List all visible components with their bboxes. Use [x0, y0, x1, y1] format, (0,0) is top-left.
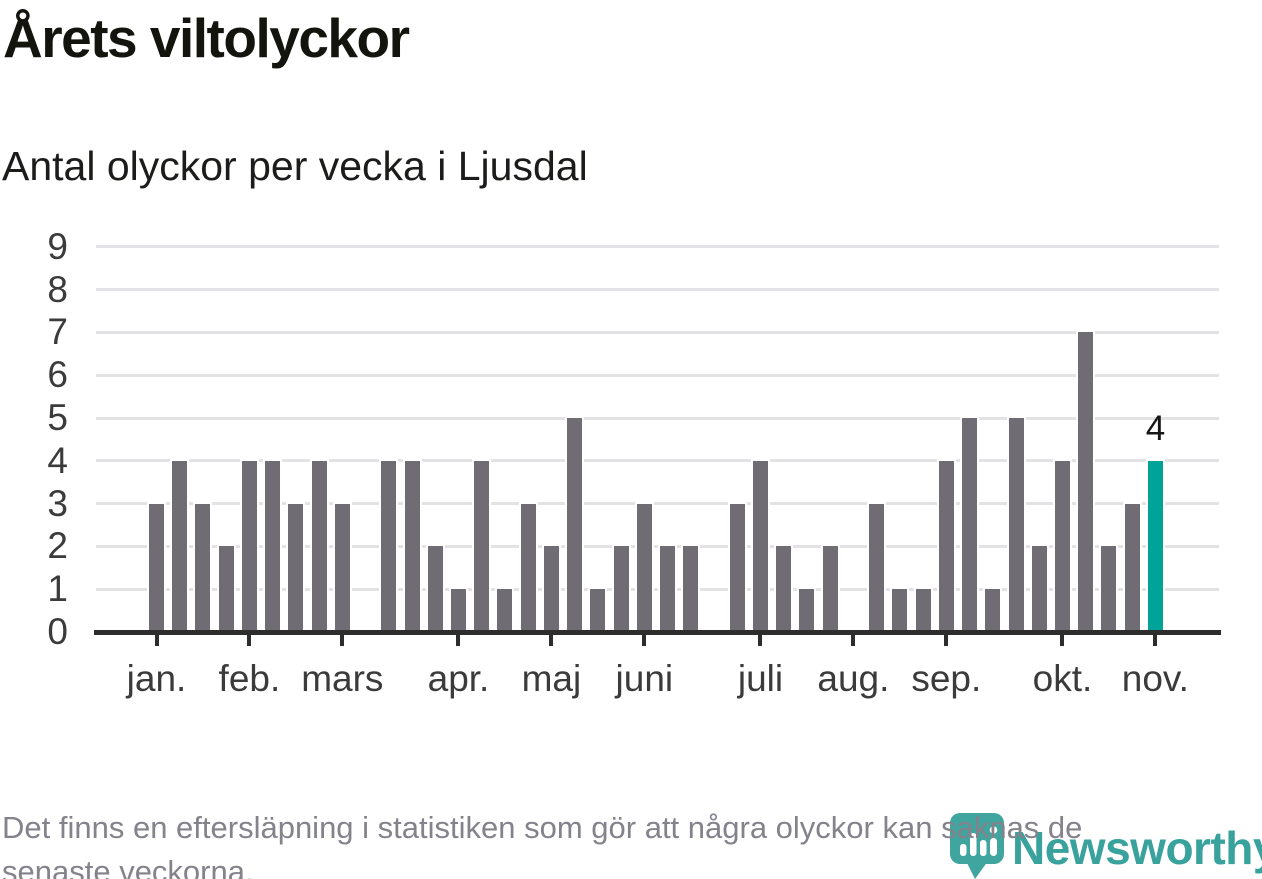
bar-week-27	[750, 458, 770, 632]
gridline-y3	[96, 502, 1219, 506]
bar-week-29	[797, 587, 817, 632]
bar-week-37	[983, 587, 1003, 632]
bar-week-26	[727, 501, 747, 632]
bar-week-38	[1006, 416, 1026, 632]
y-axis-label-0: 0	[47, 611, 68, 652]
x-axis-tick-aug	[851, 635, 856, 646]
bar-week-2	[170, 458, 190, 632]
bar-week-42	[1099, 544, 1119, 632]
bar-week-9	[332, 501, 352, 632]
bar-week-44-highlighted	[1145, 458, 1165, 632]
x-axis-label-aug: aug.	[817, 658, 890, 699]
last-bar-value-label: 4	[1145, 409, 1166, 448]
bar-week-28	[774, 544, 794, 632]
bar-week-17	[518, 501, 538, 632]
bar-week-22	[634, 501, 654, 632]
x-axis-label-okt: okt.	[1032, 658, 1093, 699]
bar-week-19	[565, 416, 585, 632]
x-axis-tick-feb	[247, 635, 252, 646]
y-axis-label-4: 4	[47, 439, 68, 481]
bar-week-6	[263, 458, 283, 632]
bar-week-40	[1052, 458, 1072, 632]
bar-week-11	[379, 458, 399, 632]
bar-week-5	[239, 458, 259, 632]
x-axis-label-feb: feb.	[218, 658, 281, 699]
bar-week-41	[1076, 330, 1096, 632]
x-axis-tick-sep	[944, 635, 949, 646]
bar-week-35	[936, 458, 956, 632]
bar-week-15	[472, 458, 492, 632]
x-axis-tick-okt	[1060, 635, 1065, 646]
newsworthy-logo-text: Newsworthy	[1012, 822, 1262, 874]
bar-week-30	[820, 544, 840, 632]
bar-week-39	[1029, 544, 1049, 632]
x-axis-tick-mars	[340, 635, 345, 646]
chart-subtitle: Antal olyckor per vecka i Ljusdal	[2, 143, 588, 189]
x-axis-tick-jan	[154, 635, 159, 646]
gridline-y4	[96, 459, 1219, 463]
bar-week-14	[448, 587, 468, 632]
x-axis-label-apr: apr.	[427, 658, 490, 699]
gridline-y2	[96, 544, 1219, 548]
x-axis-label-sep: sep.	[911, 658, 982, 699]
y-axis-label-7: 7	[47, 311, 68, 353]
y-axis-label-5: 5	[47, 397, 68, 438]
y-axis-label-9: 9	[47, 225, 68, 267]
x-axis-tick-apr	[456, 635, 461, 646]
gridline-y1	[96, 587, 1219, 591]
gridline-y7	[96, 330, 1219, 334]
x-axis-label-mars: mars	[301, 658, 384, 699]
bar-week-24	[681, 544, 701, 632]
x-axis-label-jan: jan.	[126, 658, 187, 699]
y-axis-label-1: 1	[47, 568, 68, 610]
newsworthy-logo: Newsworthy	[950, 813, 1262, 879]
bar-week-13	[425, 544, 445, 632]
footnote-line: senaste veckorna.	[2, 854, 254, 879]
x-axis-line	[94, 630, 1221, 635]
bar-week-7	[286, 501, 306, 632]
bar-week-18	[541, 544, 561, 632]
bar-week-4	[216, 544, 236, 632]
bar-week-3	[193, 501, 213, 632]
bar-week-43	[1122, 501, 1142, 632]
y-axis-label-2: 2	[47, 525, 68, 567]
gridline-y8	[96, 288, 1219, 292]
x-axis-label-juni: juni	[615, 658, 674, 699]
bar-week-20	[588, 587, 608, 632]
bar-week-33	[890, 587, 910, 632]
footnote-line: Det finns en eftersläpning i statistiken…	[2, 810, 1083, 845]
bar-week-36	[960, 416, 980, 632]
x-axis-tick-maj	[549, 635, 554, 646]
gridline-y9	[96, 245, 1219, 249]
bar-week-16	[495, 587, 515, 632]
y-axis-label-6: 6	[47, 354, 68, 396]
x-axis-tick-juni	[642, 635, 647, 646]
y-axis-label-3: 3	[47, 482, 68, 524]
bar-week-23	[658, 544, 678, 632]
gridline-y5	[96, 416, 1219, 420]
footnote: Det finns en eftersläpning i statistiken…	[2, 806, 1252, 879]
y-axis-label-8: 8	[47, 268, 68, 310]
newsworthy-logo-mark-icon	[950, 813, 1004, 879]
bar-week-34	[913, 587, 933, 632]
bar-week-12	[402, 458, 422, 632]
bar-week-32	[867, 501, 887, 632]
x-axis-tick-juli	[758, 635, 763, 646]
chart-title: Årets viltolyckor	[3, 7, 410, 69]
bar-week-21	[611, 544, 631, 632]
gridline-y6	[96, 373, 1219, 377]
x-axis-label-juli: juli	[737, 658, 784, 699]
x-axis-tick-nov	[1153, 635, 1158, 646]
bar-week-8	[309, 458, 329, 632]
x-axis-label-nov: nov.	[1121, 658, 1189, 699]
x-axis-label-maj: maj	[521, 658, 582, 699]
bar-week-1	[147, 501, 166, 632]
